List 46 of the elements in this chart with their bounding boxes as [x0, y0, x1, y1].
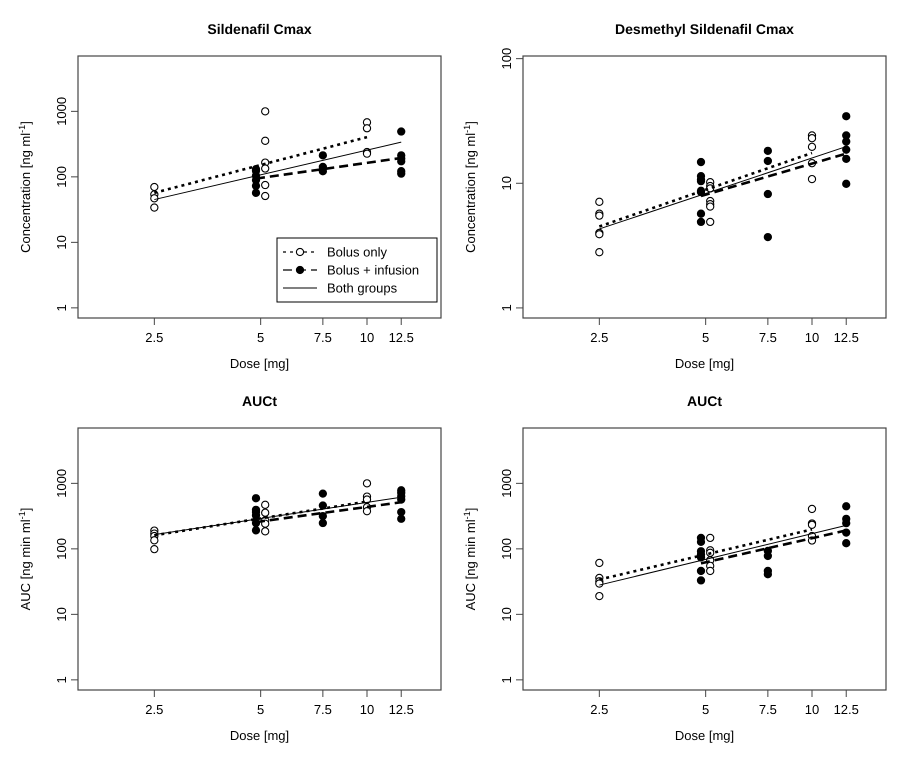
x-tick-label: 7.5 [758, 702, 777, 717]
chart-title: AUCt [687, 393, 722, 409]
x-axis-title: Dose [mg] [230, 728, 290, 743]
legend-label: Both groups [327, 280, 398, 296]
legend-label: Bolus only [327, 244, 388, 260]
x-tick-label: 2.5 [590, 702, 608, 717]
x-tick-label: 10 [360, 702, 374, 717]
y-tick-label: 1 [499, 304, 514, 312]
x-tick-label: 5 [702, 330, 710, 345]
legend-label: Bolus + infusion [327, 262, 420, 278]
y-tick-label: 1000 [54, 468, 69, 498]
chart-title: Desmethyl Sildenafil Cmax [615, 21, 794, 37]
y-tick-label: 100 [499, 48, 514, 70]
y-tick-label: 10 [499, 607, 514, 622]
x-tick-label: 5 [257, 702, 264, 717]
y-tick-label: 1 [54, 676, 69, 684]
y-tick-label: 1000 [54, 96, 69, 126]
x-axis-title: Dose [mg] [674, 728, 734, 743]
x-tick-label: 7.5 [314, 702, 332, 717]
x-tick-label: 12.5 [388, 702, 414, 717]
x-tick-label: 12.5 [388, 330, 414, 345]
x-tick-label: 12.5 [834, 330, 859, 345]
y-tick-label: 10 [54, 607, 69, 622]
x-tick-label: 2.5 [590, 330, 608, 345]
chart-title: Sildenafil Cmax [207, 21, 312, 37]
chart-title: AUCt [242, 393, 278, 409]
x-tick-label: 10 [804, 702, 820, 717]
x-tick-label: 2.5 [145, 702, 164, 717]
x-axis-title: Dose [mg] [674, 356, 734, 371]
x-tick-label: 2.5 [145, 330, 164, 345]
x-tick-label: 10 [360, 330, 374, 345]
x-tick-label: 5 [257, 330, 264, 345]
y-tick-label: 1 [499, 676, 514, 684]
x-tick-label: 7.5 [314, 330, 332, 345]
y-tick-label: 10 [54, 235, 69, 250]
x-axis-title: Dose [mg] [230, 356, 290, 371]
x-tick-label: 7.5 [758, 330, 777, 345]
x-tick-label: 10 [804, 330, 820, 345]
y-tick-label: 100 [54, 538, 69, 560]
y-tick-label: 10 [499, 176, 514, 191]
y-tick-label: 100 [499, 538, 514, 560]
y-tick-label: 1 [54, 304, 69, 312]
y-tick-label: 1000 [499, 468, 514, 498]
x-tick-label: 5 [702, 702, 710, 717]
x-tick-label: 12.5 [834, 702, 859, 717]
y-tick-label: 100 [54, 166, 69, 188]
